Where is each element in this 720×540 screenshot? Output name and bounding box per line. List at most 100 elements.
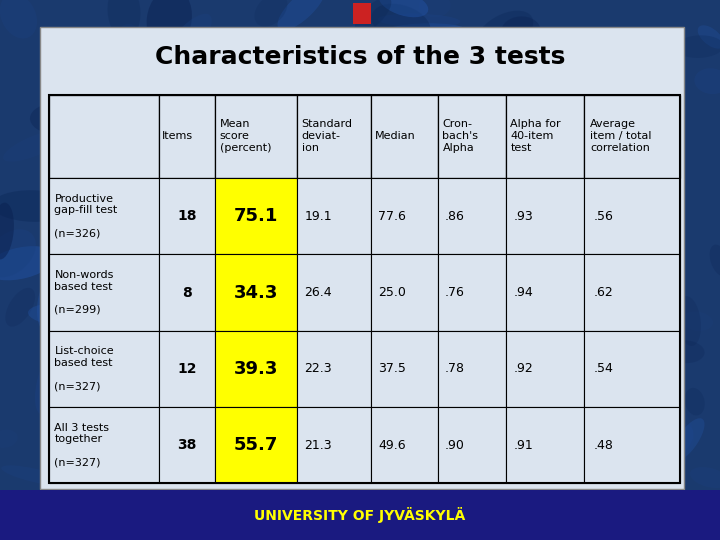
Ellipse shape: [418, 0, 451, 17]
Text: 12: 12: [177, 362, 197, 376]
Text: Productive
gap-fill test

(n=326): Productive gap-fill test (n=326): [55, 194, 117, 239]
Ellipse shape: [485, 420, 511, 448]
Ellipse shape: [518, 230, 569, 265]
Ellipse shape: [395, 131, 469, 163]
Ellipse shape: [400, 438, 450, 475]
Ellipse shape: [710, 245, 720, 276]
Bar: [158, 330, 215, 407]
Ellipse shape: [343, 343, 421, 372]
Bar: [438, 254, 505, 330]
Ellipse shape: [0, 202, 14, 260]
Ellipse shape: [355, 0, 392, 33]
Text: Cron-
bach's
Alpha: Cron- bach's Alpha: [442, 119, 478, 153]
Ellipse shape: [47, 339, 99, 392]
Ellipse shape: [675, 35, 720, 58]
Ellipse shape: [1, 465, 68, 485]
Bar: [215, 254, 297, 330]
Ellipse shape: [620, 485, 686, 510]
Bar: [0, 490, 720, 540]
Ellipse shape: [73, 393, 111, 419]
Bar: [585, 330, 680, 407]
Ellipse shape: [348, 401, 389, 418]
Ellipse shape: [141, 80, 189, 106]
Ellipse shape: [121, 211, 201, 248]
Bar: [297, 330, 372, 407]
Ellipse shape: [294, 269, 330, 306]
Text: 25.0: 25.0: [378, 286, 406, 299]
Ellipse shape: [257, 259, 289, 293]
Ellipse shape: [0, 230, 36, 277]
Ellipse shape: [535, 522, 571, 540]
Text: .93: .93: [513, 210, 534, 222]
Bar: [505, 94, 585, 178]
Ellipse shape: [665, 340, 705, 363]
Ellipse shape: [5, 288, 35, 327]
Ellipse shape: [140, 71, 177, 102]
Ellipse shape: [485, 293, 518, 343]
Text: .48: .48: [594, 438, 614, 451]
Ellipse shape: [481, 328, 507, 348]
Ellipse shape: [420, 372, 467, 407]
Bar: [297, 254, 372, 330]
Ellipse shape: [58, 427, 114, 463]
Ellipse shape: [523, 28, 575, 39]
Ellipse shape: [372, 4, 431, 44]
Bar: [49, 94, 680, 483]
Ellipse shape: [66, 383, 91, 409]
Text: .86: .86: [445, 210, 465, 222]
Ellipse shape: [377, 518, 429, 540]
Bar: [372, 178, 438, 254]
Text: 55.7: 55.7: [234, 436, 278, 454]
Ellipse shape: [397, 433, 445, 469]
Ellipse shape: [107, 0, 140, 39]
Ellipse shape: [89, 222, 134, 262]
Ellipse shape: [510, 384, 572, 421]
Ellipse shape: [51, 318, 76, 335]
Bar: [585, 407, 680, 483]
Text: 8: 8: [182, 286, 192, 300]
Bar: [49, 407, 158, 483]
Ellipse shape: [362, 508, 405, 530]
Bar: [49, 330, 158, 407]
Ellipse shape: [579, 290, 626, 343]
Text: All 3 tests
together

(n=327): All 3 tests together (n=327): [55, 423, 109, 468]
Text: Non-words
based test

(n=299): Non-words based test (n=299): [55, 270, 114, 315]
Ellipse shape: [464, 478, 520, 511]
Ellipse shape: [28, 303, 98, 326]
Ellipse shape: [537, 403, 575, 423]
Bar: [372, 94, 438, 178]
Ellipse shape: [102, 284, 158, 327]
Text: 75.1: 75.1: [234, 207, 278, 225]
Ellipse shape: [212, 221, 257, 283]
Ellipse shape: [194, 370, 239, 417]
Ellipse shape: [410, 74, 490, 94]
Bar: [49, 254, 158, 330]
Ellipse shape: [174, 315, 200, 345]
Bar: [438, 94, 505, 178]
Ellipse shape: [187, 457, 228, 488]
Ellipse shape: [181, 373, 210, 408]
Text: 77.6: 77.6: [378, 210, 406, 222]
Ellipse shape: [660, 398, 693, 452]
Bar: [372, 254, 438, 330]
Ellipse shape: [452, 181, 516, 212]
Ellipse shape: [179, 279, 218, 312]
Ellipse shape: [330, 373, 384, 412]
Ellipse shape: [474, 278, 552, 314]
Text: Characteristics of the 3 tests: Characteristics of the 3 tests: [155, 45, 565, 69]
Ellipse shape: [117, 148, 141, 210]
Ellipse shape: [536, 409, 559, 422]
Text: 39.3: 39.3: [234, 360, 278, 378]
Ellipse shape: [447, 429, 498, 492]
Bar: [372, 330, 438, 407]
Ellipse shape: [250, 64, 300, 114]
Text: 34.3: 34.3: [234, 284, 278, 301]
Ellipse shape: [590, 92, 622, 139]
Text: .91: .91: [513, 438, 534, 451]
Ellipse shape: [258, 508, 286, 531]
Bar: [40, 27, 684, 489]
Ellipse shape: [637, 363, 682, 390]
Text: 19.1: 19.1: [305, 210, 332, 222]
Bar: [158, 178, 215, 254]
Ellipse shape: [224, 108, 253, 131]
